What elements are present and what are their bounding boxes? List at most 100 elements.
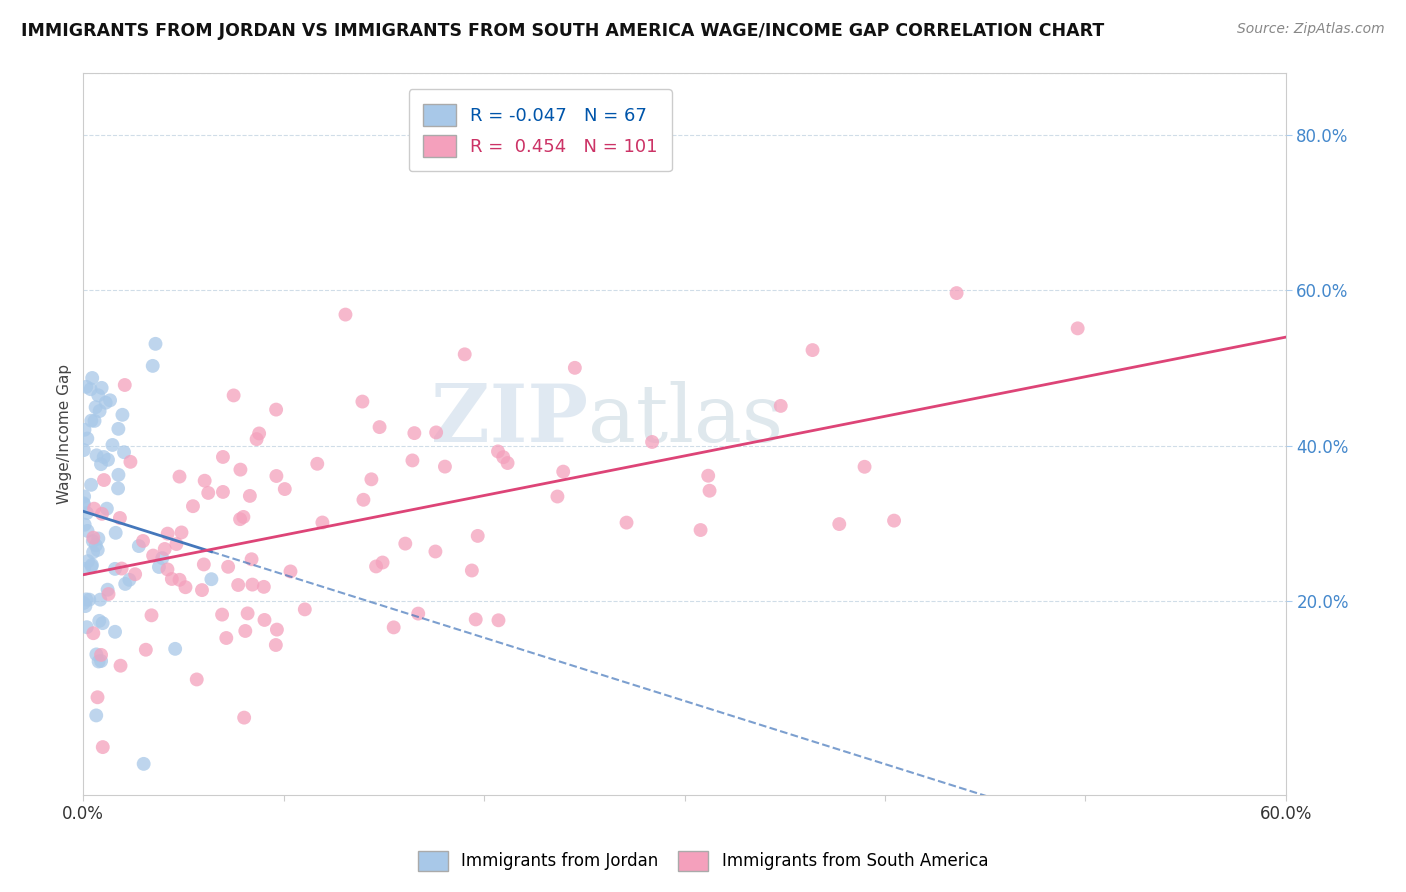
Point — [80, 478, 103, 492]
Point — [91, 507, 114, 521]
Point — [91, 740, 114, 755]
Point — [364, 559, 387, 574]
Point — [945, 286, 967, 301]
Point — [546, 490, 568, 504]
Point — [492, 450, 515, 465]
Point — [246, 432, 269, 446]
Text: Source: ZipAtlas.com: Source: ZipAtlas.com — [1237, 22, 1385, 37]
Point — [79, 382, 101, 396]
Point — [553, 465, 575, 479]
Text: atlas: atlas — [588, 381, 783, 458]
Point — [382, 620, 405, 634]
Point — [222, 388, 245, 402]
Point — [801, 343, 824, 357]
Point — [641, 434, 664, 449]
Point — [76, 524, 98, 538]
Point — [264, 402, 287, 417]
Point — [104, 624, 127, 639]
Point — [75, 599, 97, 613]
Point — [212, 485, 235, 500]
Point — [150, 551, 173, 566]
Point — [135, 642, 157, 657]
Point — [112, 445, 135, 459]
Point — [90, 381, 112, 395]
Point — [83, 501, 105, 516]
Point — [697, 468, 720, 483]
Point — [200, 572, 222, 586]
Point — [75, 592, 97, 607]
Point — [197, 486, 219, 500]
Point — [425, 425, 447, 440]
Point — [828, 517, 851, 532]
Point — [97, 452, 120, 467]
Point — [212, 450, 235, 464]
Point — [616, 516, 638, 530]
Point — [98, 393, 121, 408]
Point — [128, 539, 150, 553]
Point — [853, 459, 876, 474]
Point — [118, 573, 141, 587]
Point — [169, 573, 191, 587]
Point — [394, 536, 416, 550]
Point — [883, 514, 905, 528]
Point — [107, 482, 129, 496]
Point — [193, 558, 215, 572]
Point — [194, 474, 217, 488]
Point — [114, 378, 136, 392]
Point — [454, 347, 477, 361]
Point — [699, 483, 721, 498]
Point — [101, 438, 124, 452]
Point — [360, 472, 382, 486]
Point — [104, 525, 127, 540]
Point — [769, 399, 792, 413]
Point — [90, 457, 112, 471]
Point — [75, 380, 97, 394]
Point — [86, 690, 108, 705]
Point — [253, 613, 276, 627]
Point — [90, 654, 112, 668]
Point — [73, 497, 96, 511]
Y-axis label: Wage/Income Gap: Wage/Income Gap — [58, 364, 72, 504]
Point — [76, 620, 98, 634]
Point — [229, 512, 252, 526]
Point — [240, 552, 263, 566]
Point — [461, 564, 484, 578]
Point — [191, 583, 214, 598]
Point — [464, 612, 486, 626]
Point — [352, 394, 374, 409]
Point — [86, 448, 108, 462]
Point — [89, 404, 111, 418]
Point — [229, 462, 252, 476]
Point — [72, 596, 94, 610]
Point — [82, 534, 104, 549]
Point — [486, 444, 509, 458]
Point — [89, 614, 111, 628]
Point — [233, 624, 256, 638]
Point — [142, 359, 165, 373]
Point — [73, 443, 96, 458]
Point — [233, 711, 256, 725]
Point — [307, 457, 329, 471]
Point — [215, 631, 238, 645]
Point — [72, 496, 94, 510]
Point — [83, 414, 105, 428]
Point — [170, 525, 193, 540]
Point — [242, 577, 264, 591]
Point — [91, 616, 114, 631]
Point — [93, 473, 115, 487]
Point — [82, 531, 104, 545]
Point — [280, 565, 302, 579]
Point — [142, 549, 165, 563]
Point — [120, 455, 142, 469]
Point — [97, 582, 120, 597]
Point — [266, 623, 288, 637]
Point — [107, 422, 129, 436]
Point — [96, 501, 118, 516]
Point — [90, 648, 112, 662]
Point — [264, 638, 287, 652]
Point — [160, 572, 183, 586]
Point — [87, 543, 110, 558]
Point — [87, 388, 110, 402]
Point — [371, 556, 394, 570]
Point — [80, 414, 103, 428]
